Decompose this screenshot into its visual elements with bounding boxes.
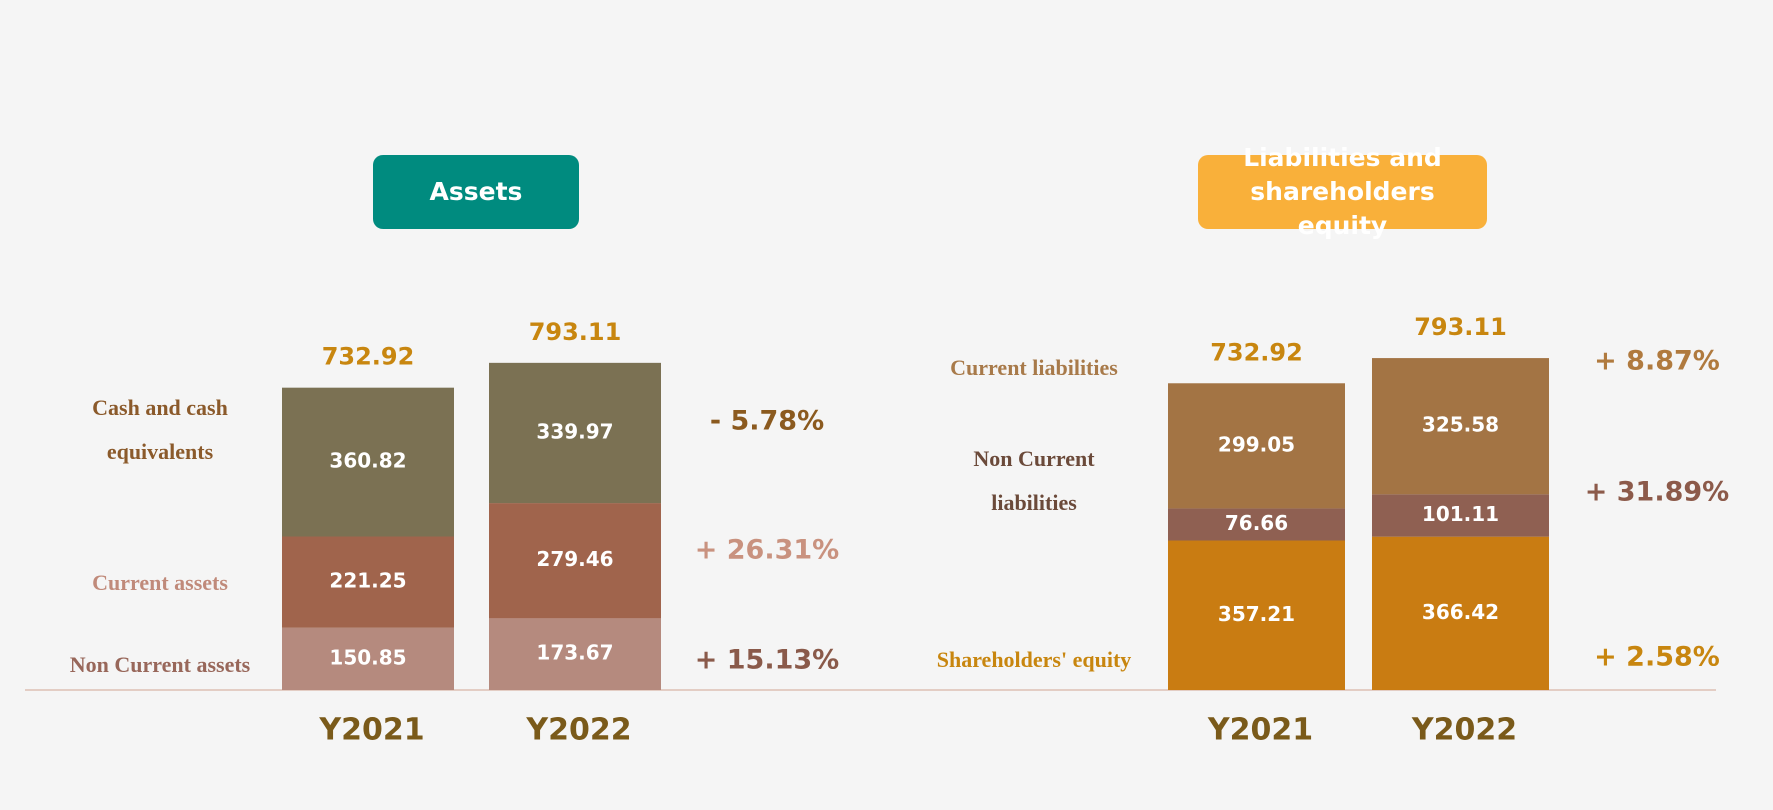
change-label: + 2.58% xyxy=(1594,642,1720,673)
value-label: 357.21 xyxy=(1218,602,1295,626)
bar-segment xyxy=(1168,383,1345,509)
series-label: Shareholders' equity xyxy=(936,647,1132,672)
value-label: 366.42 xyxy=(1422,600,1499,624)
bar-segment xyxy=(1372,536,1549,690)
value-label: 221.25 xyxy=(329,569,406,593)
series-label: Non Current liabilities xyxy=(973,446,1095,515)
change-label: - 5.78% xyxy=(710,406,824,437)
series-label: Current assets xyxy=(92,570,228,595)
value-label: 339.97 xyxy=(536,419,613,443)
value-label: 101.11 xyxy=(1422,502,1499,526)
category-label: Y2022 xyxy=(1411,713,1517,748)
bar-segment xyxy=(489,362,661,504)
category-label: Y2022 xyxy=(525,713,631,748)
bar-segment xyxy=(1372,358,1549,495)
value-label: 360.82 xyxy=(329,449,406,473)
series-label: Cash and cash equivalents xyxy=(92,395,228,464)
series-label: Non Current assets xyxy=(69,652,251,677)
bar-segment xyxy=(1168,508,1345,541)
value-label: 173.67 xyxy=(536,641,613,665)
change-label: + 31.89% xyxy=(1585,477,1729,508)
badge: Liabilities and shareholders equity xyxy=(1198,143,1487,240)
value-label: 76.66 xyxy=(1225,511,1288,535)
total-label: 732.92 xyxy=(322,343,415,371)
value-label: 325.58 xyxy=(1422,413,1499,437)
bar-segment xyxy=(282,387,454,537)
value-label: 150.85 xyxy=(329,645,406,669)
badge: Assets xyxy=(373,155,579,229)
bar-segment xyxy=(489,618,661,690)
series-label: Current liabilities xyxy=(950,355,1118,380)
bar-segment xyxy=(282,627,454,690)
total-label: 732.92 xyxy=(1210,338,1303,366)
total-label: 793.11 xyxy=(1414,313,1507,341)
bar-segment xyxy=(282,536,454,628)
category-label: Y2021 xyxy=(1207,713,1313,748)
value-label: 299.05 xyxy=(1218,432,1295,456)
change-label: + 15.13% xyxy=(695,645,839,676)
total-label: 793.11 xyxy=(529,318,622,346)
change-label: + 8.87% xyxy=(1594,346,1720,377)
bar-segment xyxy=(1372,494,1549,537)
bar-segment xyxy=(489,503,661,619)
value-label: 279.46 xyxy=(536,547,613,571)
bar-segment xyxy=(1168,540,1345,690)
change-label: + 26.31% xyxy=(695,535,839,566)
category-label: Y2021 xyxy=(318,713,424,748)
